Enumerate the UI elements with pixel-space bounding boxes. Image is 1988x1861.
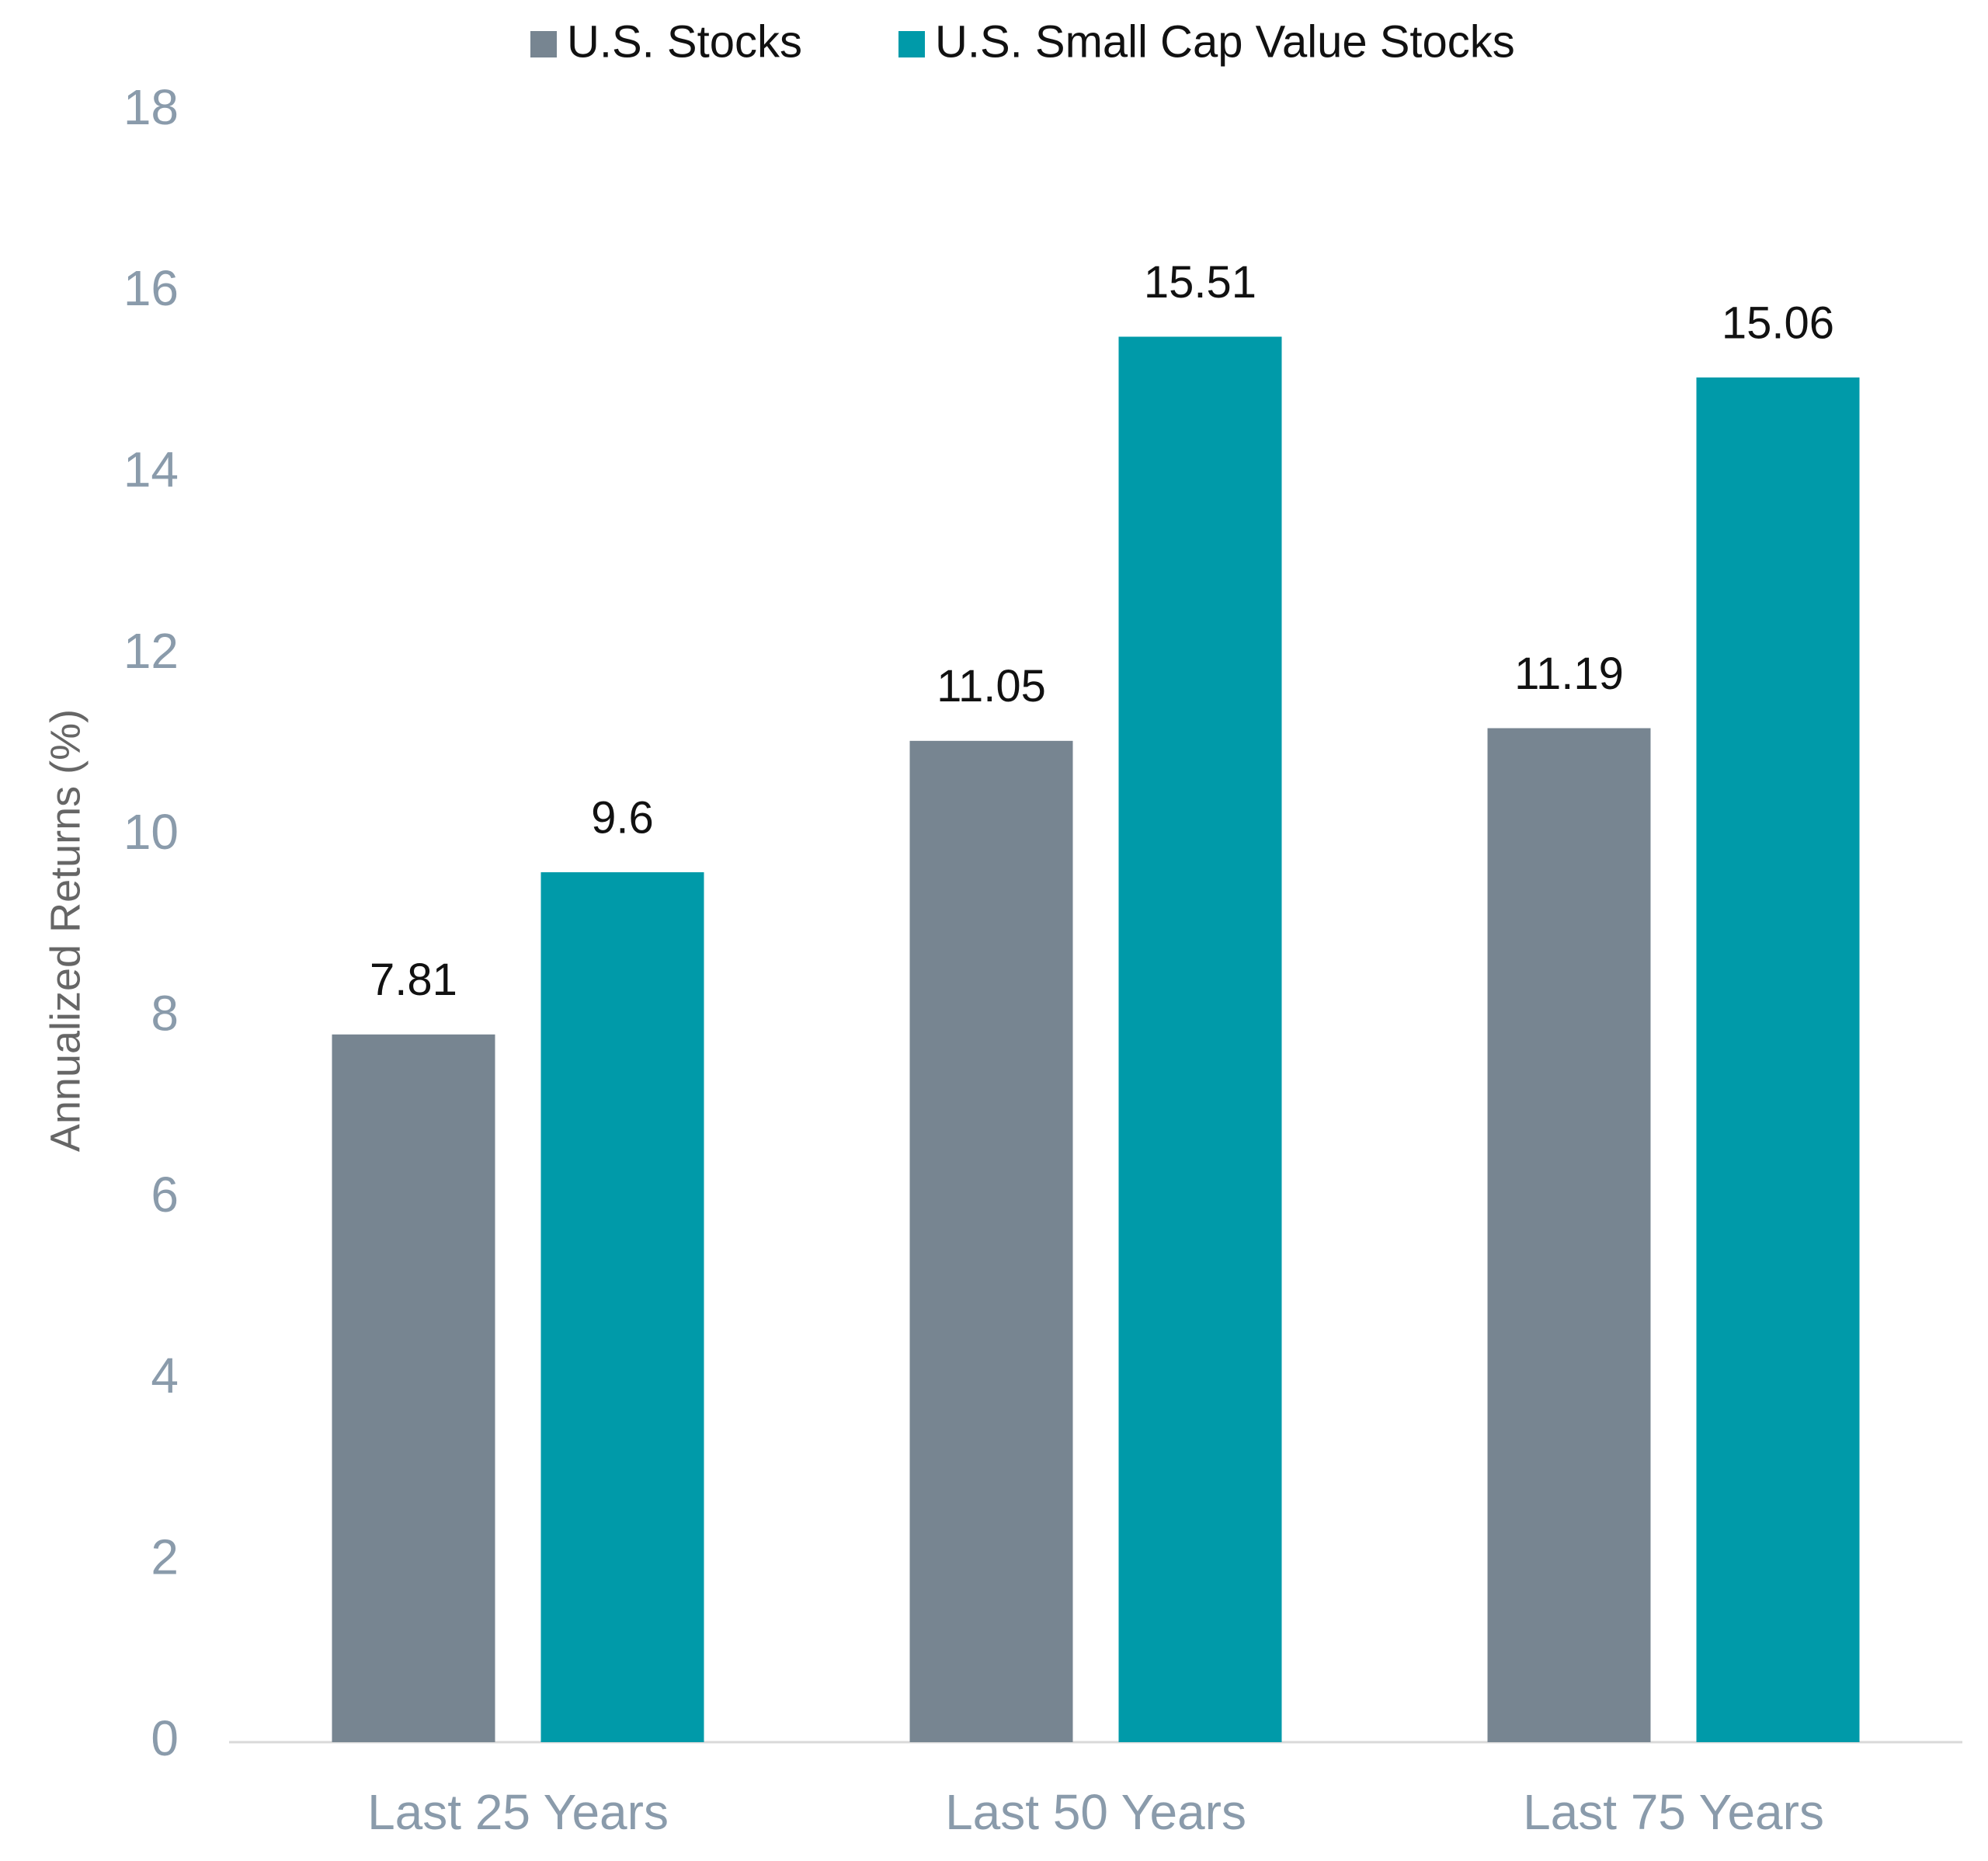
y-tick-label: 12 xyxy=(123,623,179,679)
value-label: 11.19 xyxy=(1514,649,1624,699)
value-label: 9.6 xyxy=(591,792,654,843)
bar xyxy=(1696,377,1860,1742)
value-label: 7.81 xyxy=(370,955,457,1005)
bar xyxy=(1118,336,1282,1742)
legend-swatch xyxy=(530,31,557,57)
legend-swatch xyxy=(898,31,925,57)
y-tick-label: 2 xyxy=(151,1529,179,1585)
y-tick-label: 18 xyxy=(123,79,179,135)
y-tick-label: 4 xyxy=(151,1348,179,1404)
bar xyxy=(909,740,1073,1743)
value-label: 15.51 xyxy=(1144,257,1256,308)
y-tick-label: 8 xyxy=(151,986,179,1042)
bar xyxy=(540,872,704,1742)
legend-label: U.S. Stocks xyxy=(567,16,802,67)
legend-label: U.S. Small Cap Value Stocks xyxy=(935,16,1515,67)
y-tick-label: 10 xyxy=(123,804,179,860)
y-tick-label: 6 xyxy=(151,1167,179,1223)
x-tick-label: Last 25 Years xyxy=(367,1784,669,1840)
y-tick-label: 0 xyxy=(151,1710,179,1766)
bar xyxy=(332,1034,495,1742)
value-label: 11.05 xyxy=(937,661,1046,711)
bar xyxy=(1487,728,1651,1742)
y-tick-label: 14 xyxy=(123,442,179,498)
y-tick-label: 16 xyxy=(123,260,179,316)
y-axis-title: Annualized Returns (%) xyxy=(42,709,89,1152)
value-label: 15.06 xyxy=(1722,297,1834,348)
x-tick-label: Last 75 Years xyxy=(1523,1784,1824,1840)
x-tick-label: Last 50 Years xyxy=(945,1784,1246,1840)
